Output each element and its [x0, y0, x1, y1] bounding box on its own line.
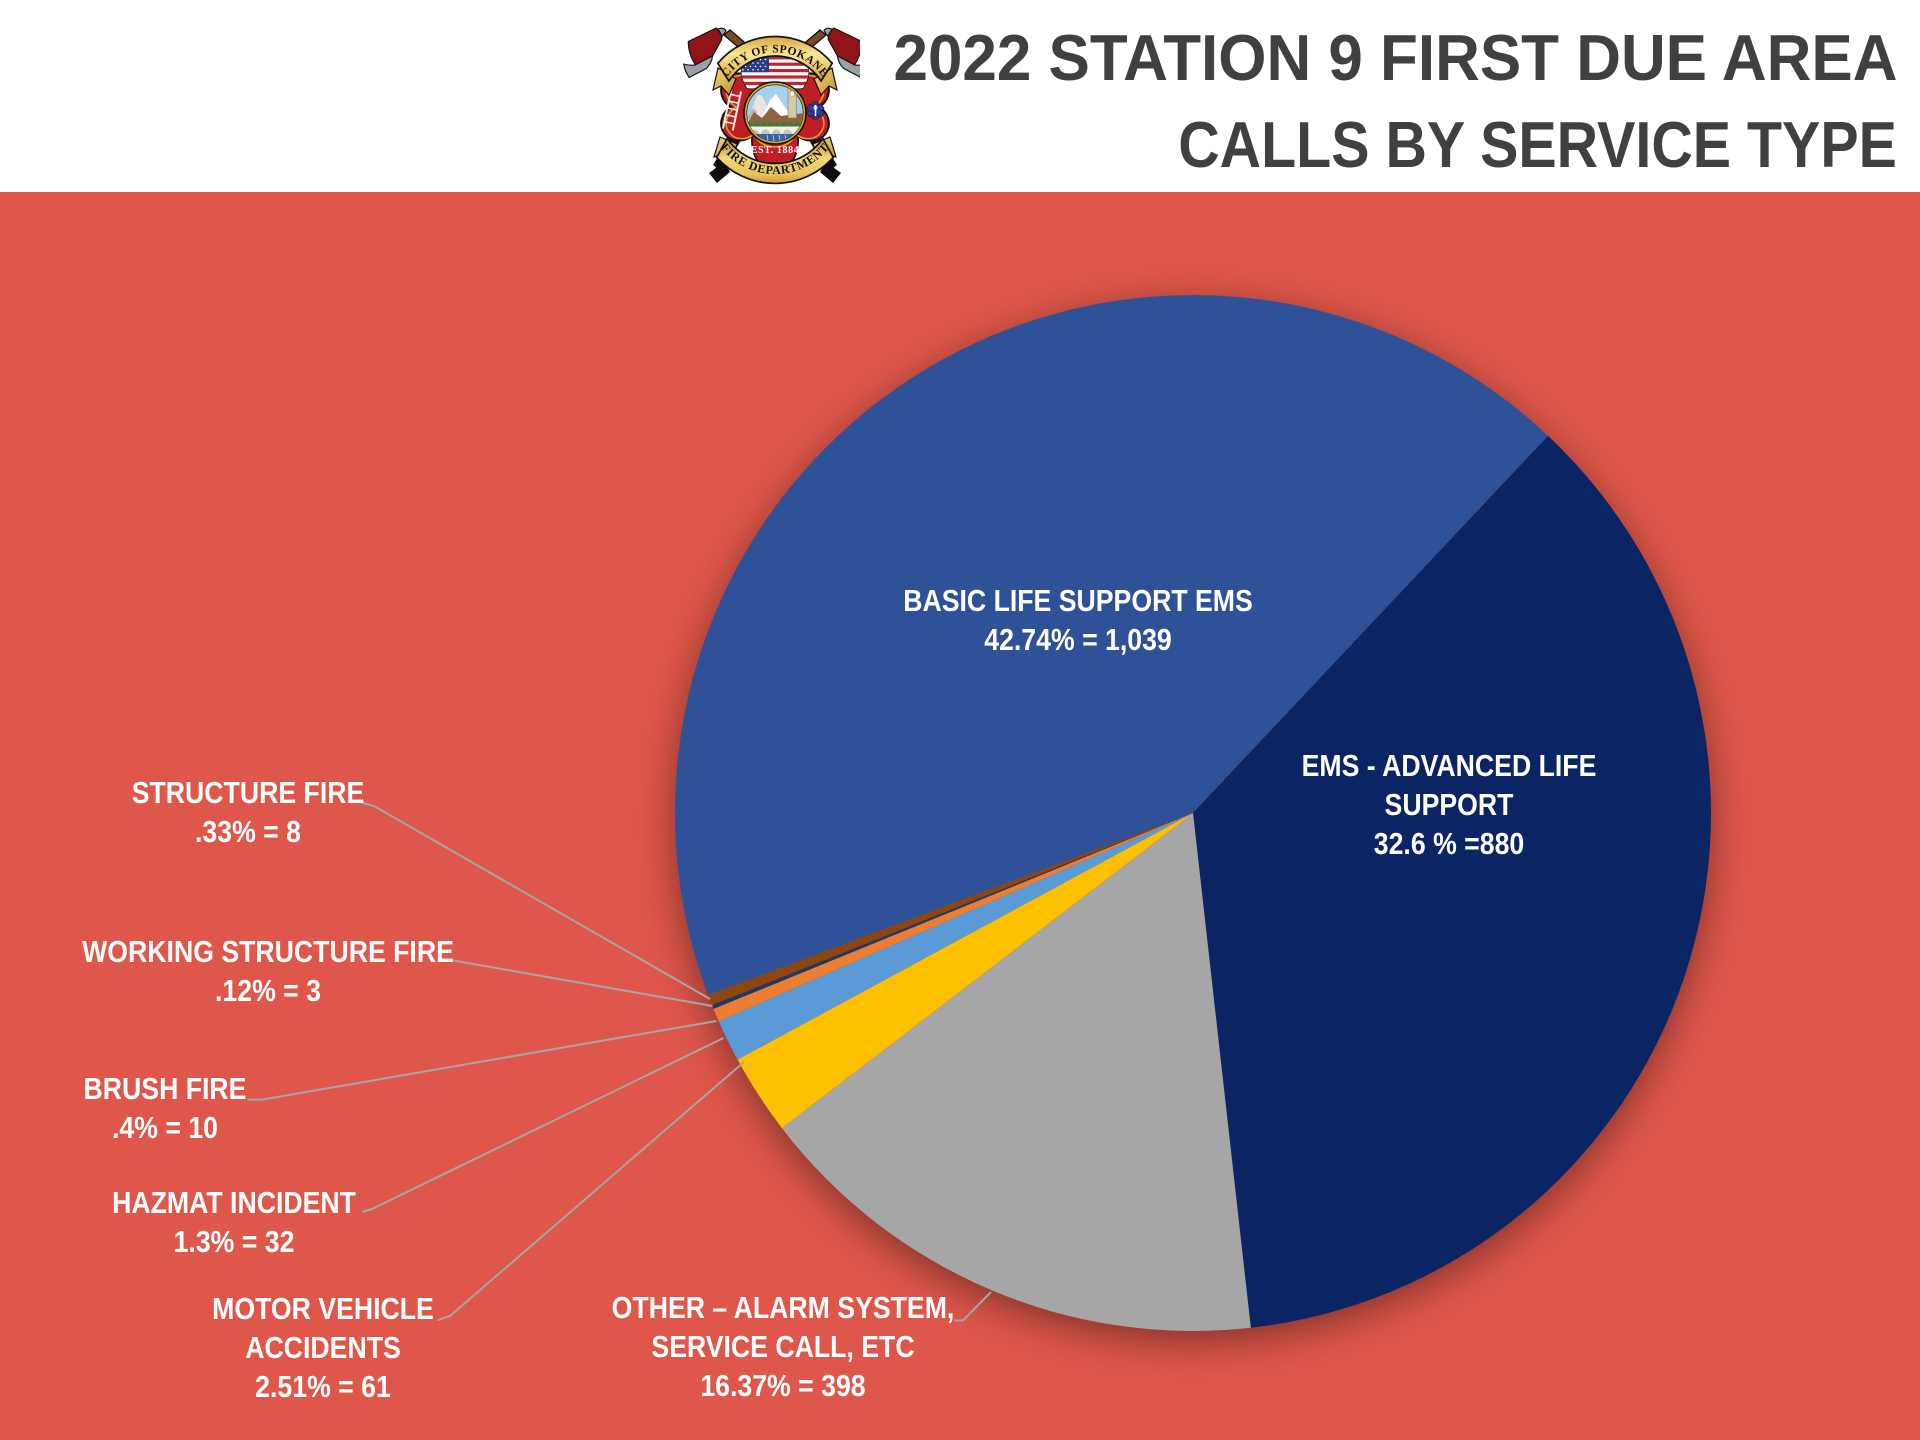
svg-text:EST. 1884: EST. 1884: [751, 145, 800, 156]
